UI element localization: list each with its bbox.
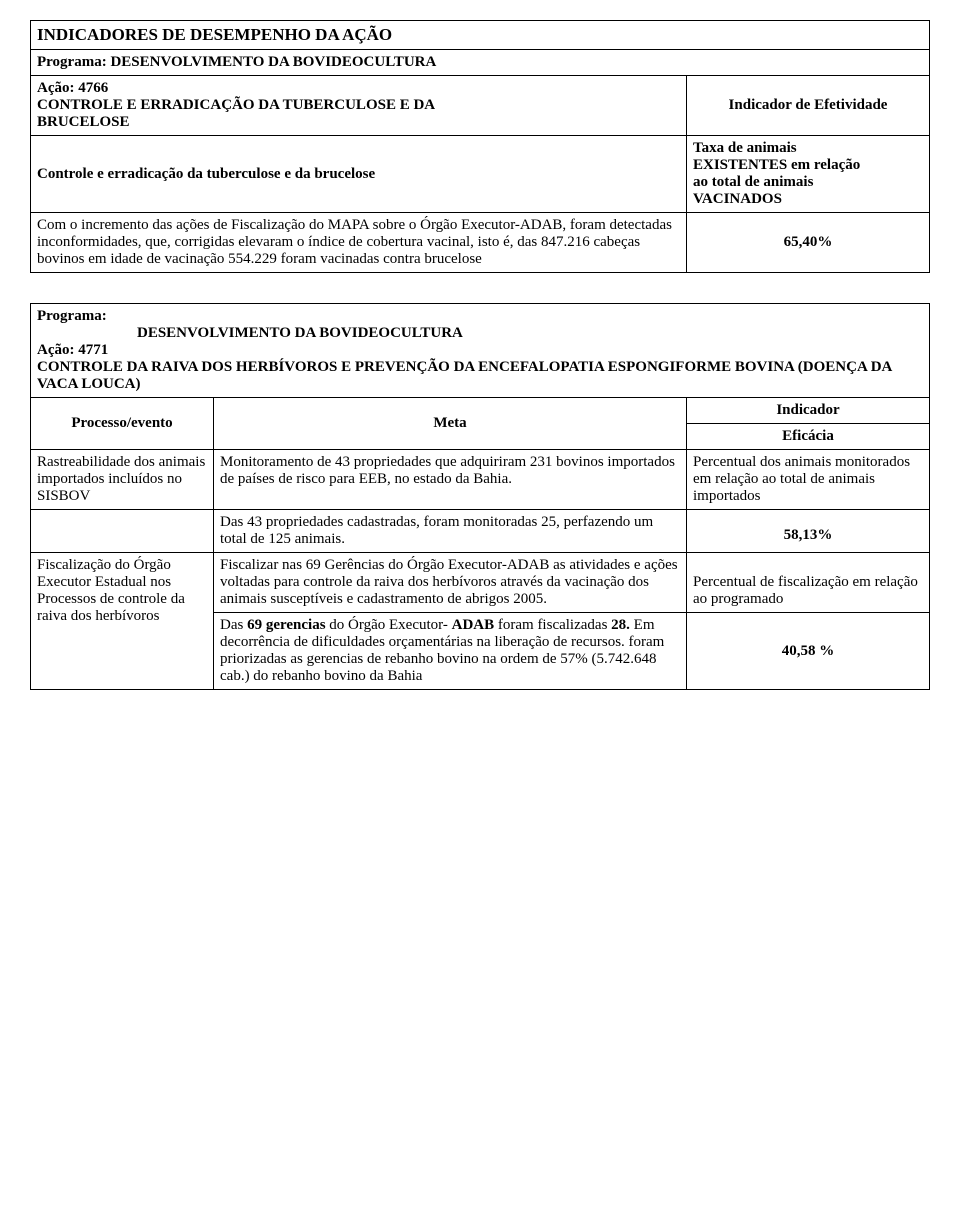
program-label: Programa: — [37, 54, 110, 70]
program-name: DESENVOLVIMENTO DA BOVIDEOCULTURA — [110, 54, 436, 70]
row3-proc: Fiscalização do Órgão Executor Estadual … — [31, 553, 214, 690]
row3-ind: Percentual de fiscalização em relação ao… — [687, 553, 930, 613]
action-name-2: CONTROLE DA RAIVA DOS HERBÍVOROS E PREVE… — [37, 359, 892, 392]
taxa-l4: VACINADOS — [693, 191, 782, 207]
taxa-l1: Taxa de animais — [693, 140, 797, 156]
taxa-cell: Taxa de animais EXISTENTES em relação ao… — [687, 136, 930, 213]
indicator-header-2: Indicador — [687, 398, 930, 424]
row2-meta: Das 43 propriedades cadastradas, foram m… — [214, 510, 687, 553]
row4-pre: Das — [220, 617, 247, 633]
proc-header: Processo/evento — [31, 398, 214, 450]
row1-meta: Monitoramento de 43 propriedades que adq… — [214, 450, 687, 510]
action-cell: Ação: 4766 CONTROLE E ERRADICAÇÃO DA TUB… — [31, 76, 687, 136]
row4-b1: 69 gerencias — [247, 617, 325, 633]
taxa-l2: EXISTENTES em relação — [693, 157, 860, 173]
program-label-2: Programa: — [37, 308, 107, 324]
row4-meta: Das 69 gerencias do Órgão Executor- ADAB… — [214, 613, 687, 690]
row4-mid2: foram fiscalizadas — [494, 617, 611, 633]
row3-meta: Fiscalizar nas 69 Gerências do Órgão Exe… — [214, 553, 687, 613]
action-code-2: 4771 — [78, 342, 108, 358]
action-name-l2: BRUCELOSE — [37, 114, 130, 130]
row4-b3: 28. — [611, 617, 630, 633]
meta-header: Meta — [214, 398, 687, 450]
program-row-2: Programa: DESENVOLVIMENTO DA BOVIDEOCULT… — [31, 304, 930, 398]
row4-mid1: do Órgão Executor- — [326, 617, 452, 633]
program-row-1: Programa: DESENVOLVIMENTO DA BOVIDEOCULT… — [31, 50, 930, 76]
row2-value: 58,13% — [687, 510, 930, 553]
action-code: 4766 — [78, 80, 108, 96]
indicator-header: Indicador de Efetividade — [687, 76, 930, 136]
value-cell: 65,40% — [687, 213, 930, 273]
program-name-2: DESENVOLVIMENTO DA BOVIDEOCULTURA — [137, 325, 463, 341]
title-indicadores: INDICADORES DE DESEMPENHO DA AÇÃO — [31, 21, 930, 50]
table-indicadores-acao: INDICADORES DE DESEMPENHO DA AÇÃO Progra… — [30, 20, 930, 273]
eficacia-header: Eficácia — [687, 424, 930, 450]
action-name-l1: CONTROLE E ERRADICAÇÃO DA TUBERCULOSE E … — [37, 97, 435, 113]
control-label: Controle e erradicação da tuberculose e … — [31, 136, 687, 213]
row2-proc-empty — [31, 510, 214, 553]
action-label: Ação: — [37, 80, 78, 96]
row4-b2: ADAB — [452, 617, 495, 633]
taxa-l3: ao total de animais — [693, 174, 813, 190]
row4-value: 40,58 % — [687, 613, 930, 690]
row1-proc: Rastreabilidade dos animais importados i… — [31, 450, 214, 510]
body-text-cell: Com o incremento das ações de Fiscalizaç… — [31, 213, 687, 273]
action-label-2: Ação: — [37, 342, 78, 358]
row1-ind: Percentual dos animais monitorados em re… — [687, 450, 930, 510]
table-programa-raiva: Programa: DESENVOLVIMENTO DA BOVIDEOCULT… — [30, 303, 930, 690]
